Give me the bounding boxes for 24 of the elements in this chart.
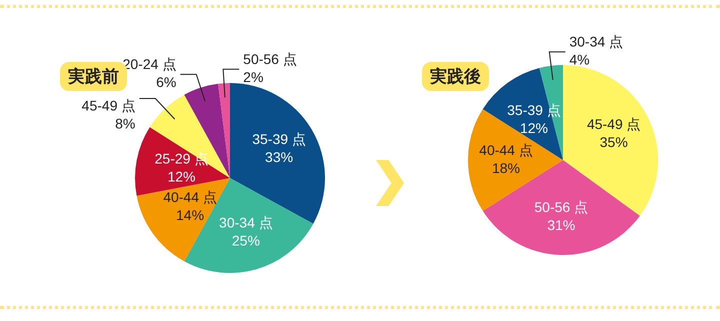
data-label: 12% [167, 168, 196, 185]
slice-label: 35-39 点 [252, 130, 306, 147]
slice-label: 30-34 点 [219, 214, 273, 231]
data-label: 31% [547, 216, 576, 233]
slice-label: 50-56 点 [534, 198, 588, 215]
text: 実践後 [422, 62, 489, 91]
legend-label: 45-49 点 [82, 97, 136, 114]
slice-label: 35-39 点 [507, 102, 561, 118]
slice-label: 45-49 点 [586, 116, 641, 132]
text: 実践前 [68, 67, 119, 86]
slice-label: 40-44 点 [479, 142, 533, 158]
data-label: 33% [265, 148, 294, 165]
data-label: 14% [176, 206, 204, 223]
data-label: 2% [243, 69, 264, 86]
data-label: 6% [156, 74, 176, 90]
data-label: 4% [569, 52, 590, 68]
data-label: 35% [600, 134, 628, 150]
data-label: 18% [492, 160, 520, 176]
data-label: 12% [520, 120, 548, 136]
slice-label: 30-34 点 [569, 34, 624, 50]
data-label: 8% [115, 115, 136, 132]
slice-label: 40-44 点 [163, 188, 217, 205]
data-label: 25% [232, 232, 260, 249]
slice-label: 50-56 点 [243, 51, 297, 68]
